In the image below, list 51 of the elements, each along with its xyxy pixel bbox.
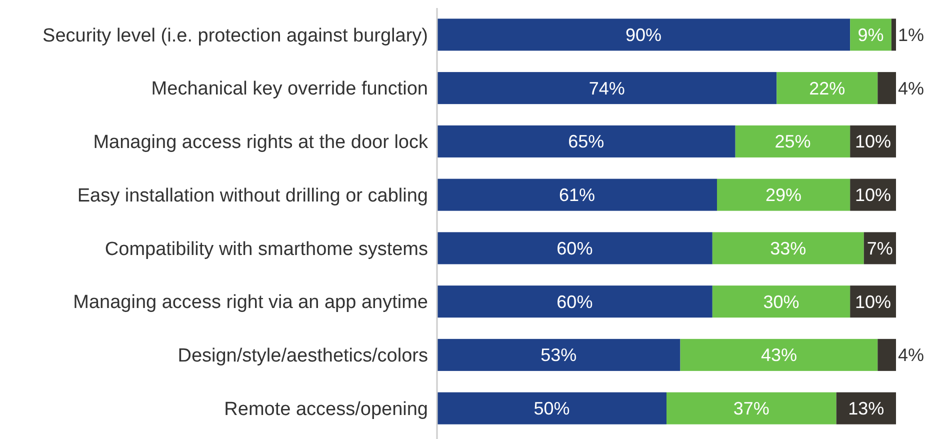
bar — [776, 72, 878, 104]
bar — [878, 72, 896, 104]
y-tick-label: Mechanical key override function — [151, 78, 428, 100]
data-label: 4% — [898, 345, 924, 366]
data-label: 1% — [898, 24, 924, 45]
data-label: 60% — [556, 292, 593, 312]
data-label: 10% — [855, 132, 892, 152]
bar — [712, 286, 850, 318]
bar — [437, 125, 736, 158]
bar — [437, 286, 712, 318]
data-label: 22% — [809, 78, 846, 98]
bar — [666, 392, 836, 424]
data-label: 74% — [588, 78, 625, 98]
bar — [891, 18, 896, 51]
bar — [716, 178, 850, 211]
data-label: 25% — [774, 132, 811, 152]
data-label: 13% — [848, 398, 884, 419]
data-label: 53% — [540, 345, 577, 366]
data-label: 37% — [733, 398, 770, 419]
bar — [437, 72, 777, 104]
bar — [437, 338, 680, 371]
data-label: 10% — [855, 292, 892, 312]
bar — [437, 178, 717, 211]
bar — [680, 338, 878, 371]
data-label: 7% — [866, 238, 893, 258]
data-label: 33% — [770, 238, 806, 258]
bar — [712, 232, 864, 264]
data-label: 9% — [858, 24, 884, 45]
bar — [437, 18, 850, 51]
y-tick-label: Managing access right via an app anytime — [73, 292, 428, 314]
data-label: 50% — [534, 398, 570, 419]
data-label: 65% — [568, 132, 604, 152]
y-tick-label: Managing access rights at the door lock — [93, 132, 428, 154]
bar — [878, 338, 896, 371]
data-label: 10% — [855, 185, 892, 206]
bar — [836, 392, 896, 424]
y-tick-label: Easy installation without drilling or cabling — [77, 185, 428, 206]
data-label: 30% — [763, 292, 800, 312]
bar — [437, 232, 712, 264]
bar — [735, 125, 850, 158]
data-label: 4% — [898, 78, 924, 98]
data-label: 90% — [626, 24, 662, 45]
y-tick-label: Compatibility with smarthome systems — [104, 238, 428, 260]
data-label: 43% — [760, 345, 797, 366]
data-label: 29% — [766, 185, 802, 206]
y-tick-label: Remote access/opening — [224, 398, 428, 420]
data-label: 60% — [556, 238, 593, 258]
data-label: 61% — [558, 185, 596, 206]
y-tick-label: Design/style/aesthetics/colors — [178, 346, 428, 367]
bar — [437, 392, 666, 424]
y-tick-label: Security level (i.e. protection against burglary) — [42, 25, 428, 46]
